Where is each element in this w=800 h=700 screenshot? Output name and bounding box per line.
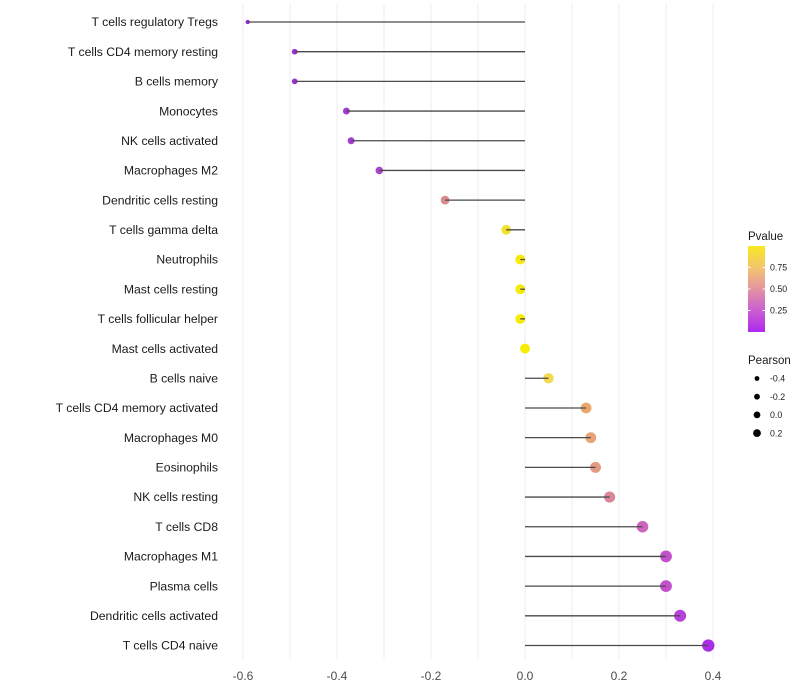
x-axis-tick-labels: -0.6 -0.4 -0.2 0.0 0.2 0.4 xyxy=(233,669,722,683)
pvalue-legend-title: Pvalue xyxy=(748,231,783,243)
y-axis-label: T cells CD4 memory activated xyxy=(56,401,218,415)
pearson-legend: Pearson -0.4 -0.2 0.0 0.2 xyxy=(748,355,791,438)
lollipop-dot xyxy=(585,432,597,444)
lollipop-stems xyxy=(247,21,709,647)
pearson-legend-dot xyxy=(754,393,760,400)
pvalue-colorbar-tick-label: 0.25 xyxy=(770,306,787,316)
pearson-legend-dot xyxy=(753,429,761,437)
y-axis-label: Neutrophils xyxy=(156,253,218,267)
y-axis-label: Macrophages M1 xyxy=(124,550,218,564)
y-axis-label: Monocytes xyxy=(159,104,218,118)
x-axis-tick-label: -0.4 xyxy=(327,669,348,683)
y-axis-label: T cells gamma delta xyxy=(109,223,218,237)
x-axis-tick-label: -0.2 xyxy=(421,669,442,683)
pearson-legend-label: 0.0 xyxy=(770,410,782,420)
gridlines xyxy=(242,4,714,659)
y-axis-label: Macrophages M0 xyxy=(124,431,218,445)
y-axis-label: Dendritic cells activated xyxy=(90,609,218,623)
pearson-legend-dot xyxy=(753,411,761,419)
pearson-legend-title: Pearson xyxy=(748,355,791,367)
x-axis-tick-label: 0.2 xyxy=(611,669,628,683)
pearson-legend-dot xyxy=(754,376,760,381)
y-axis-label: Plasma cells xyxy=(150,579,218,593)
y-axis-label: NK cells resting xyxy=(133,490,218,504)
pvalue-legend: Pvalue 0.75 0.50 0.25 xyxy=(748,231,787,332)
y-axis-label: Eosinophils xyxy=(156,461,218,475)
pearson-legend-label: -0.4 xyxy=(770,374,785,384)
y-axis-label: Mast cells resting xyxy=(124,282,218,296)
x-axis-tick-label: 0.4 xyxy=(705,669,722,683)
y-axis-label: T cells CD4 memory resting xyxy=(68,45,218,59)
y-axis-label: Macrophages M2 xyxy=(124,164,218,178)
y-axis-label: T cells CD8 xyxy=(155,520,218,534)
y-axis-label: B cells naive xyxy=(150,371,219,385)
y-axis-label: Dendritic cells resting xyxy=(102,193,218,207)
y-axis-label: T cells follicular helper xyxy=(98,312,218,326)
pvalue-colorbar-tick-label: 0.50 xyxy=(770,284,787,294)
x-axis-tick-label: 0.0 xyxy=(517,669,534,683)
x-axis-tick-label: -0.6 xyxy=(233,669,254,683)
pvalue-colorbar xyxy=(748,246,765,332)
y-axis-label: T cells CD4 naive xyxy=(123,639,219,653)
y-axis-label: Mast cells activated xyxy=(112,342,218,356)
pearson-legend-label: -0.2 xyxy=(770,392,785,402)
y-axis-labels: T cells regulatory Tregs T cells CD4 memo… xyxy=(56,15,219,652)
lollipop-dot xyxy=(520,343,530,354)
y-axis-label: B cells memory xyxy=(135,75,219,89)
pearson-legend-label: 0.2 xyxy=(770,428,782,438)
y-axis-label: NK cells activated xyxy=(121,134,218,148)
pvalue-colorbar-tick-label: 0.75 xyxy=(770,263,787,273)
y-axis-label: T cells regulatory Tregs xyxy=(92,15,218,29)
